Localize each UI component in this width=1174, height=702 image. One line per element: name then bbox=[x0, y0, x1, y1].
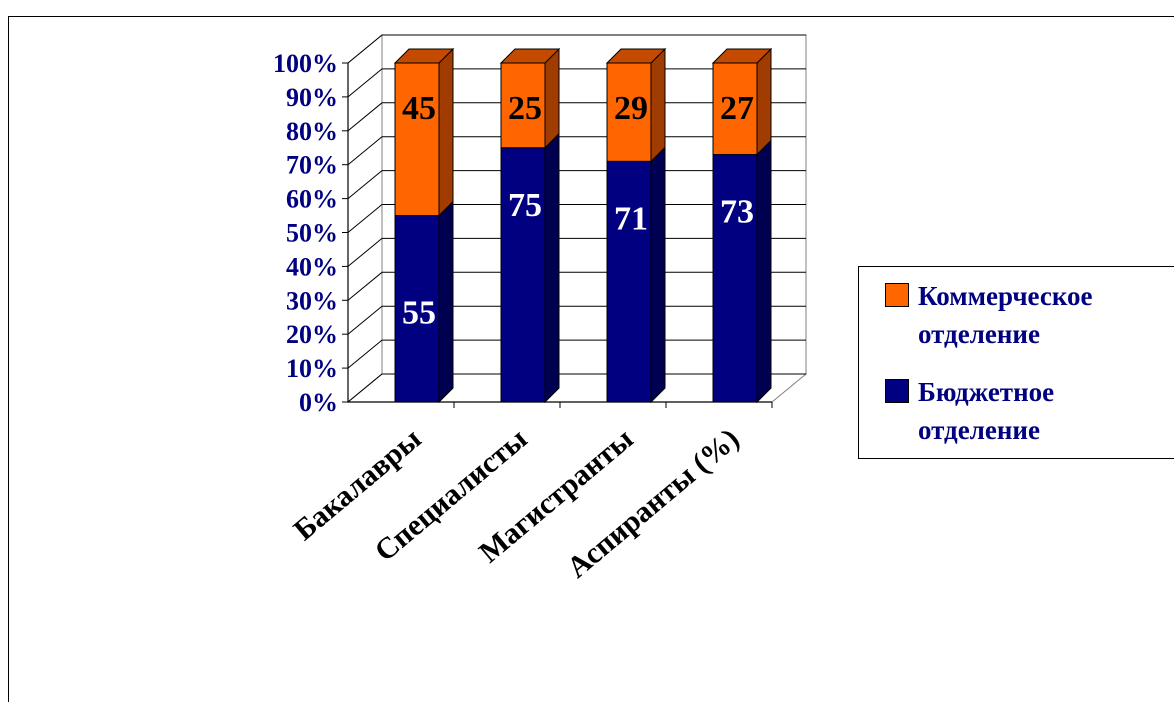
y-tick-label: 0% bbox=[299, 388, 338, 417]
data-label-commercial: 25 bbox=[508, 90, 542, 127]
data-label-commercial: 45 bbox=[402, 90, 436, 127]
y-tick-label: 100% bbox=[273, 49, 338, 78]
legend-label-commercial: Коммерческое отделение bbox=[918, 281, 1093, 349]
y-tick-label: 30% bbox=[286, 286, 338, 315]
data-label-budget: 71 bbox=[614, 200, 648, 237]
gridline bbox=[347, 34, 806, 64]
bar-commercial-front bbox=[500, 62, 546, 149]
bar-commercial-front bbox=[394, 62, 440, 217]
y-tick-label: 50% bbox=[286, 219, 338, 248]
data-label-commercial: 29 bbox=[614, 90, 648, 127]
bar-commercial-side bbox=[650, 47, 666, 163]
legend-label-budget: Бюджетное отделение bbox=[918, 377, 1055, 445]
bar-budget-side bbox=[756, 139, 772, 404]
legend-swatch-commercial bbox=[885, 283, 909, 307]
y-tick-label: 70% bbox=[286, 151, 338, 180]
bar-commercial-top bbox=[499, 48, 561, 64]
bar-budget-front bbox=[394, 215, 440, 403]
bar-commercial-top bbox=[711, 48, 773, 64]
y-tick-label: 20% bbox=[286, 320, 338, 349]
bar-commercial-front bbox=[606, 62, 652, 162]
bars bbox=[393, 47, 773, 404]
bar-budget-front bbox=[606, 160, 652, 403]
data-label-budget: 73 bbox=[720, 194, 754, 231]
bar-commercial-top bbox=[393, 48, 455, 64]
bar-commercial-side bbox=[544, 47, 560, 149]
slide-frame bbox=[8, 16, 1174, 702]
bar-commercial-top bbox=[605, 48, 667, 64]
data-label-commercial: 27 bbox=[720, 90, 754, 127]
bar-budget-front bbox=[712, 154, 758, 403]
x-axis-category-labels: БакалаврыСпециалистыМагистрантыАспиранты… bbox=[287, 422, 745, 584]
legend: Коммерческое отделение Бюджетное отделен… bbox=[858, 266, 1174, 459]
y-tick-label: 60% bbox=[286, 185, 338, 214]
y-tick-label: 10% bbox=[286, 354, 338, 383]
bar-commercial-side bbox=[756, 47, 772, 156]
data-label-budget: 75 bbox=[508, 187, 542, 224]
y-axis-tick-labels: 0% 10% 20% 30% 40% 50% 60% 70% 80% 90% 100% bbox=[273, 49, 338, 417]
legend-item-commercial: Коммерческое отделение bbox=[885, 277, 1174, 353]
y-tick-label: 90% bbox=[286, 83, 338, 112]
legend-item-budget: Бюджетное отделение bbox=[885, 373, 1174, 449]
data-label-budget: 55 bbox=[402, 295, 436, 332]
bar-commercial-front bbox=[712, 62, 758, 156]
y-tick-label: 40% bbox=[286, 252, 338, 281]
bar-budget-side bbox=[650, 146, 666, 404]
bar-budget-side bbox=[544, 132, 560, 404]
bar-data-labels: 55 45 75 25 71 29 73 27 bbox=[402, 90, 754, 332]
y-tick-label: 80% bbox=[286, 117, 338, 146]
bar-commercial-side bbox=[438, 47, 454, 217]
bar-budget-side bbox=[438, 200, 454, 404]
legend-swatch-budget bbox=[885, 379, 909, 403]
